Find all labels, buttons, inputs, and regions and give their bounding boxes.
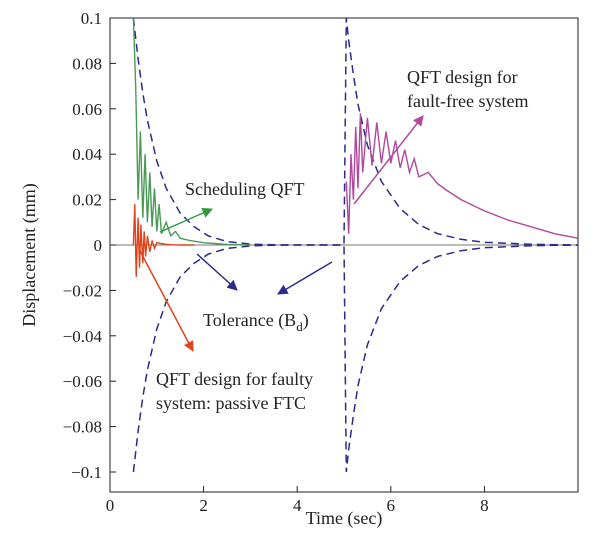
tick-layer: 0 2 4 6 8 −0.1 −0.08 −0.06 −0.04 −0.02 0 0.02 0.04 0.… bbox=[63, 9, 489, 515]
y-tick-label: 0 bbox=[94, 236, 103, 255]
arrow-faulty bbox=[139, 250, 194, 352]
x-axis-title: Time (sec) bbox=[306, 508, 383, 529]
annotation-tolerance-subscript: d bbox=[296, 319, 303, 334]
x-tick-label: 0 bbox=[106, 496, 115, 515]
y-tick-label: −0.02 bbox=[63, 281, 102, 300]
annotation-fault-free-line1: QFT design for bbox=[407, 67, 518, 87]
annotation-scheduling-qft: Scheduling QFT bbox=[185, 179, 305, 199]
y-tick-label: 0.04 bbox=[72, 145, 102, 164]
x-tick-label: 2 bbox=[199, 496, 208, 515]
series-layer bbox=[110, 17, 579, 473]
plot-frame bbox=[109, 17, 579, 493]
series-line-2 bbox=[345, 113, 579, 239]
y-tick-label: 0.1 bbox=[81, 9, 102, 28]
series-line-0 bbox=[132, 17, 579, 246]
annotation-tolerance-suffix: ) bbox=[303, 310, 309, 331]
y-tick-label: −0.06 bbox=[63, 372, 102, 391]
series-line-1 bbox=[132, 244, 579, 473]
y-tick-label: −0.1 bbox=[71, 463, 102, 482]
y-tick-label: 0.06 bbox=[72, 100, 102, 119]
annotation-faulty-line1: QFT design for faulty bbox=[156, 369, 313, 389]
series-line-3 bbox=[132, 17, 251, 246]
y-axis-title: Displacement (mm) bbox=[19, 183, 40, 326]
arrow-scheduling bbox=[159, 208, 213, 233]
annotation-fault-free-line2: fault-free system bbox=[407, 91, 528, 111]
annotation-tolerance: Tolerance (Bd) bbox=[203, 310, 309, 334]
arrow-tolerance-left bbox=[196, 253, 238, 291]
annotation-tolerance-text: Tolerance (B bbox=[203, 310, 296, 331]
x-tick-label: 6 bbox=[387, 496, 396, 515]
y-tick-label: −0.04 bbox=[63, 327, 103, 346]
y-tick-label: 0.08 bbox=[72, 54, 102, 73]
x-tick-label: 8 bbox=[480, 496, 489, 515]
y-tick-label: 0.02 bbox=[72, 191, 102, 210]
x-tick-label: 4 bbox=[293, 496, 302, 515]
annotation-faulty-line2: system: passive FTC bbox=[156, 393, 306, 413]
y-tick-label: −0.08 bbox=[63, 418, 102, 437]
series-line-4 bbox=[132, 204, 195, 277]
arrow-fault-free bbox=[353, 115, 424, 205]
arrow-tolerance-right bbox=[277, 261, 333, 295]
